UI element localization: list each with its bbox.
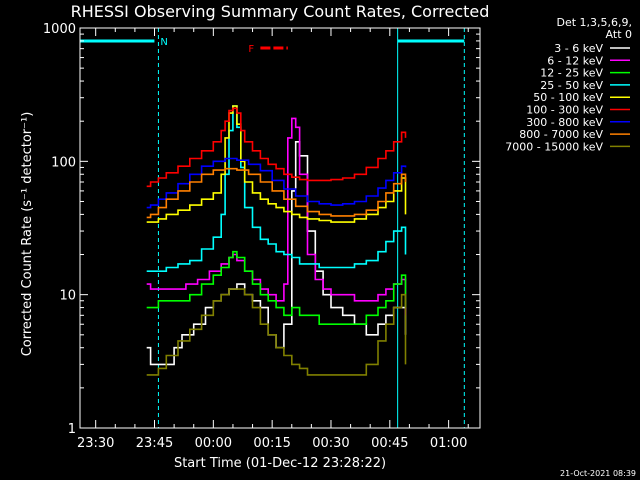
night-flag-label: N: [160, 37, 167, 48]
flare-flag-label: F: [248, 44, 254, 55]
x-tick-label: 23:30: [77, 436, 114, 451]
series-line-7000-15000keV: [146, 288, 407, 376]
y-axis-label: Corrected Count Rate (s⁻¹ detector⁻¹): [20, 112, 35, 357]
series-line-800-7000keV: [146, 167, 407, 219]
chart-title: RHESSI Observing Summary Count Rates, Co…: [71, 2, 490, 21]
series-line-12-25keV: [146, 250, 407, 326]
series-line-50-100keV: [146, 105, 407, 223]
y-tick-label: 1000: [43, 22, 76, 37]
legend-entry-label: 7000 - 15000 keV: [505, 140, 603, 153]
x-tick-label: 23:45: [136, 436, 173, 451]
x-tick-label: 01:00: [430, 436, 467, 451]
legend-entry-label: 25 - 50 keV: [540, 79, 603, 92]
series-line-100-300keV: [146, 107, 407, 188]
legend-entry-label: 100 - 300 keV: [526, 104, 603, 117]
legend-entry-label: 300 - 800 keV: [526, 116, 603, 129]
legend-entry-label: 50 - 100 keV: [533, 91, 603, 104]
series-line-25-50keV: [146, 105, 407, 273]
y-tick-label: 100: [51, 155, 76, 170]
series-line-3-6keV: [146, 141, 407, 366]
legend-entry-label: 800 - 7000 keV: [519, 128, 603, 141]
plot-frame: [79, 27, 481, 429]
x-tick-label: 00:15: [253, 436, 290, 451]
plot-area: NF: [79, 28, 465, 428]
legend-entry-label: 3 - 6 keV: [554, 42, 603, 55]
series-line-300-800keV: [146, 157, 407, 209]
axes: 1 10 100 1000 23:30 23:45 00:00 00:15 00:30 00:45…: [43, 22, 481, 451]
x-tick-label: 00:00: [195, 436, 232, 451]
x-tick-label: 00:30: [312, 436, 349, 451]
legend-header-line-2: Att 0: [606, 28, 632, 41]
x-tick-label: 00:45: [371, 436, 408, 451]
legend-header-line-1: Det 1,3,5,6,9,: [556, 16, 632, 29]
series-line-6-12keV: [146, 117, 407, 316]
legend-entry-label: 6 - 12 keV: [547, 54, 603, 67]
y-tick-label: 10: [59, 289, 76, 304]
y-tick-label: 1: [68, 422, 76, 437]
footer-timestamp: 21-Oct-2021 08:39: [560, 469, 636, 478]
x-axis-label: Start Time (01-Dec-12 23:28:22): [174, 456, 386, 471]
legend-entry-label: 12 - 25 keV: [540, 67, 603, 80]
